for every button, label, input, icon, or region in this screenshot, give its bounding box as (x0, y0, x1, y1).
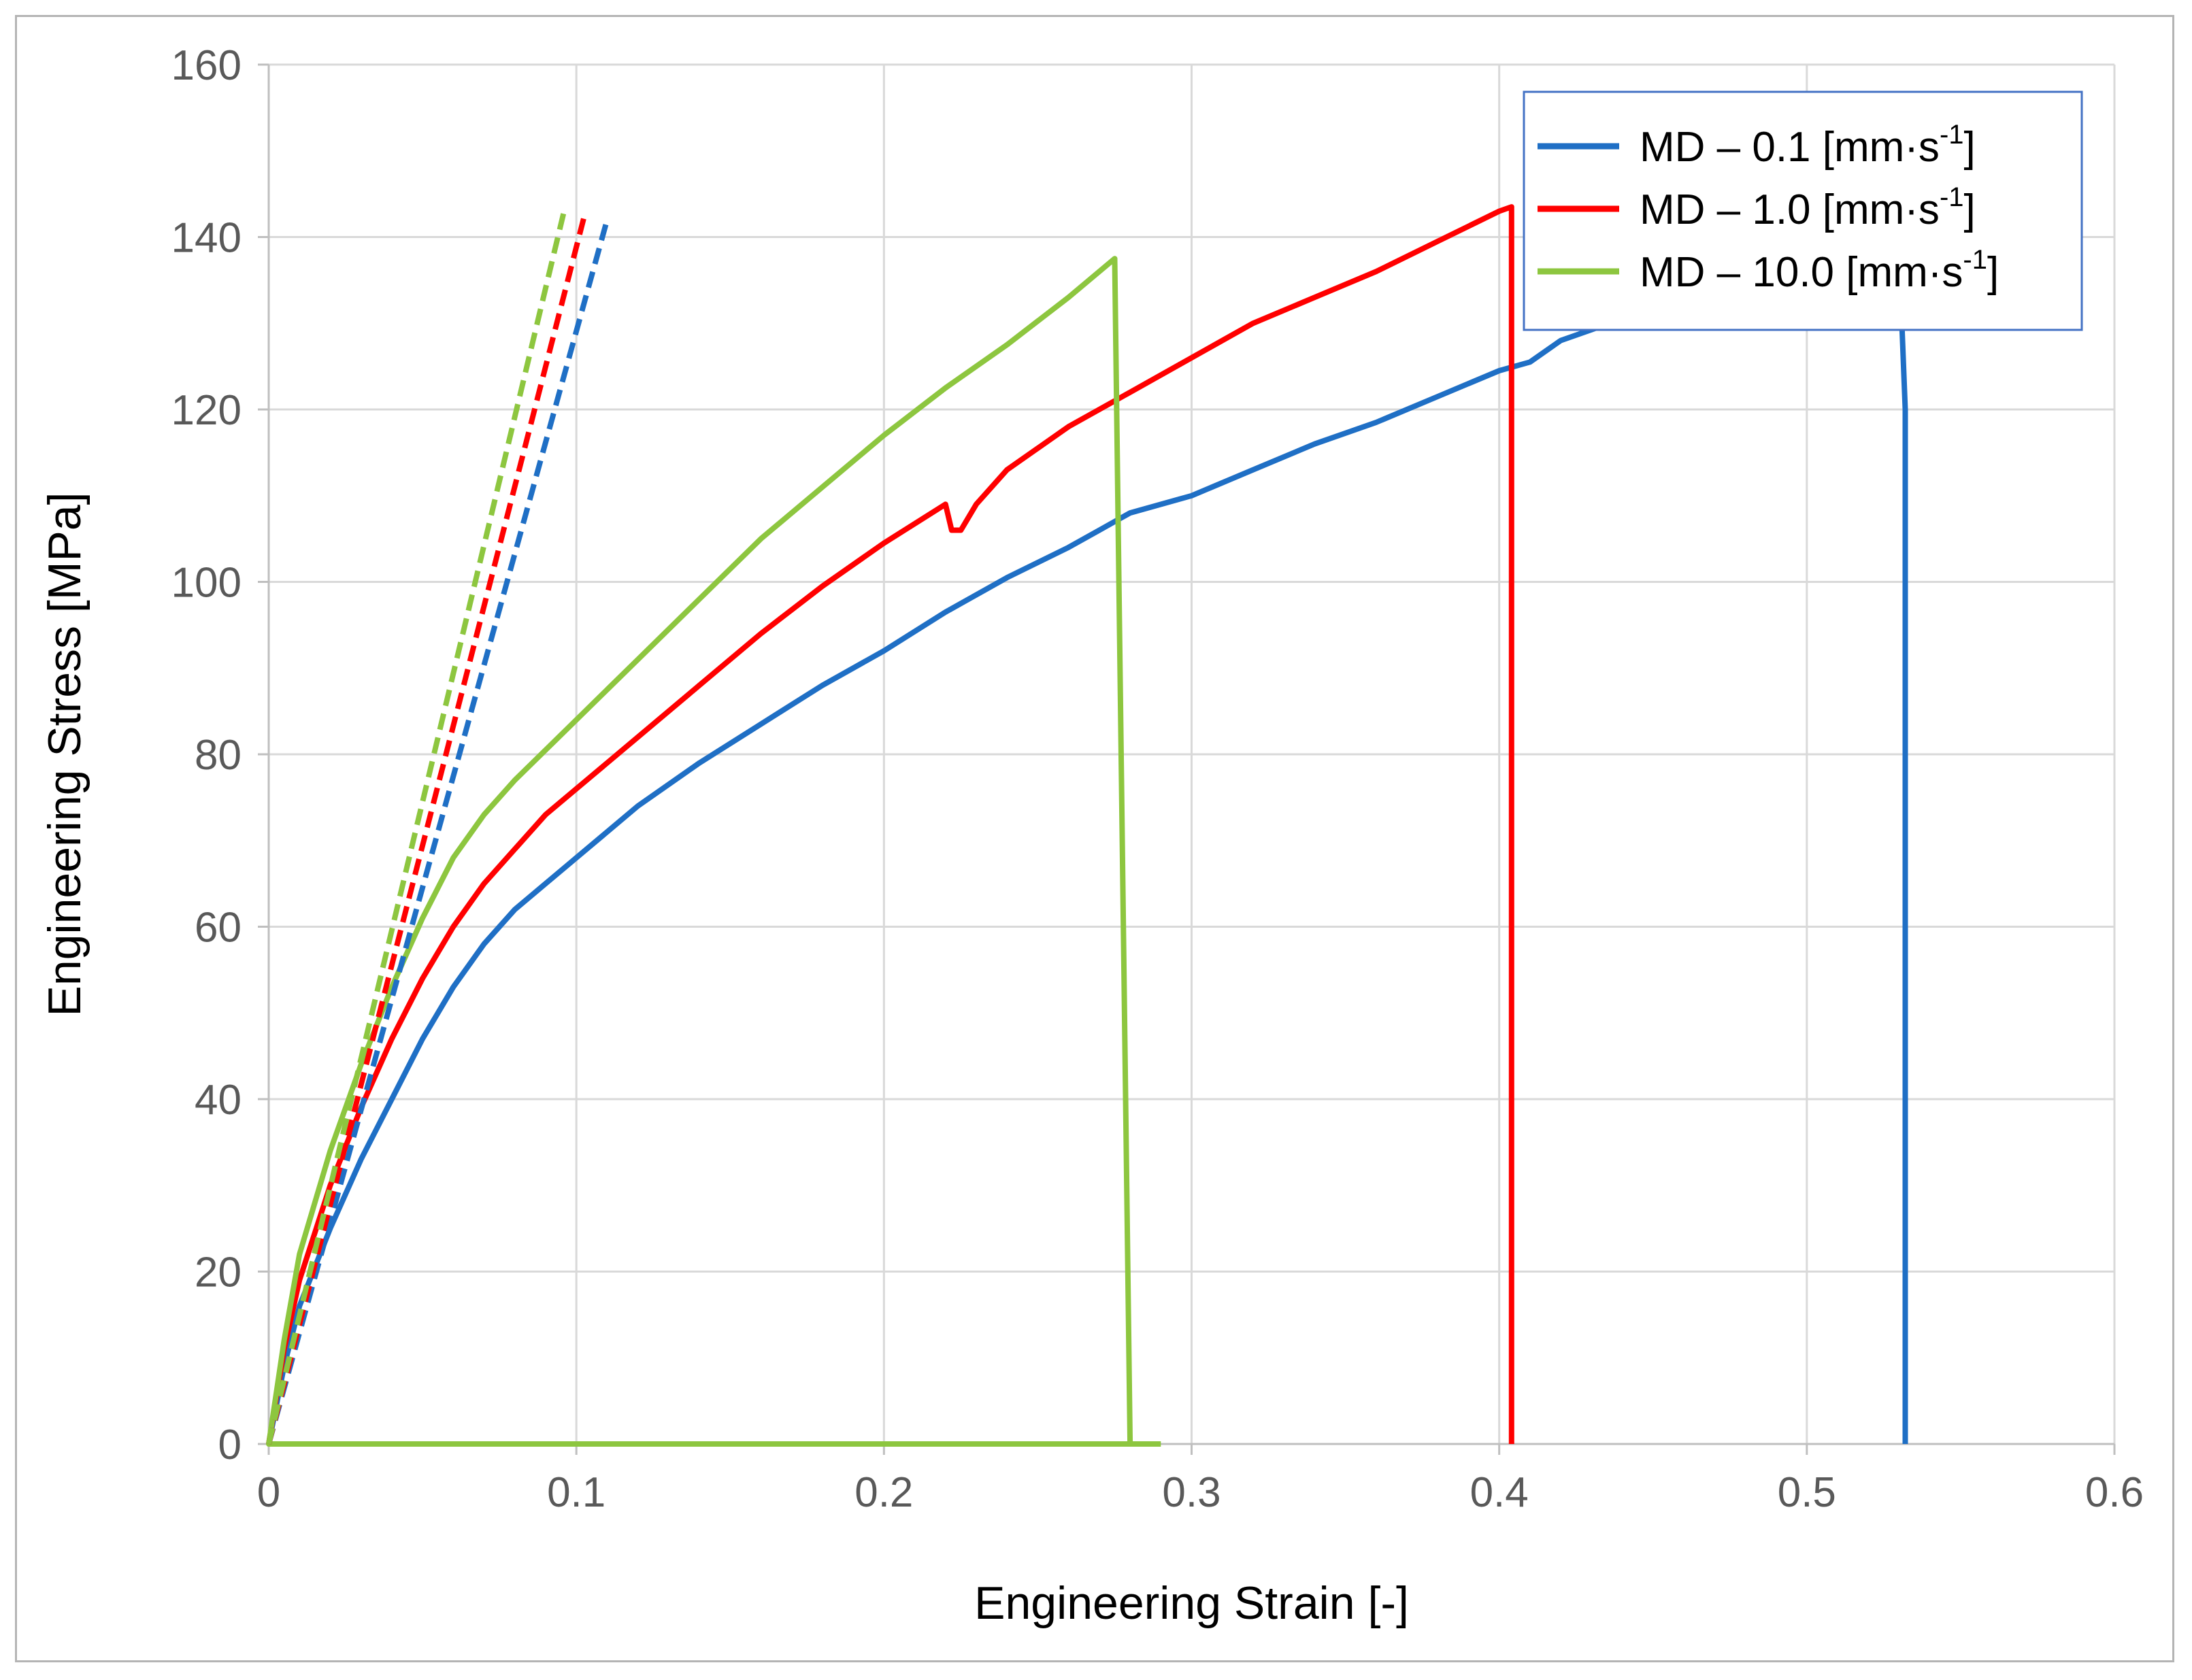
data-series (266, 204, 1908, 1447)
x-tick-label: 0.1 (547, 1469, 605, 1516)
x-tick-label: 0.5 (1778, 1469, 1836, 1516)
legend-label: MD – 0.1 [mm·s-1] (1640, 120, 1976, 171)
series-fit-line (266, 210, 588, 1445)
legend: MD – 0.1 [mm·s-1] MD – 1.0 [mm·s-1] MD – 1… (1523, 90, 2083, 331)
y-tick-label: 0 (218, 1422, 242, 1468)
y-tick-label: 60 (195, 905, 242, 952)
y-tick-label: 40 (195, 1077, 242, 1124)
legend-label: MD – 10.0 [mm·s-1] (1640, 245, 1999, 296)
y-tick-label: 160 (171, 42, 242, 89)
series-fit-line (266, 219, 610, 1445)
y-tick-label: 120 (171, 387, 242, 434)
x-tick-label: 0.3 (1162, 1469, 1220, 1516)
series-line (266, 204, 1514, 1445)
tick-labels: 0 0.1 0.2 0.3 0.4 0.5 0.6 0 20 40 60 80 100 120 140 160 (171, 42, 2144, 1516)
series-fit-line (266, 210, 567, 1445)
y-tick-label: 140 (171, 215, 242, 262)
x-tick-label: 0.4 (1470, 1469, 1529, 1516)
x-tick-label: 0 (257, 1469, 280, 1516)
grid-lines (269, 63, 2116, 1444)
y-tick-label: 100 (171, 560, 242, 607)
x-axis-title: Engineering Strain [-] (974, 1577, 1409, 1629)
y-axis-title: Engineering Stress [MPa] (39, 492, 90, 1016)
series-line (266, 256, 1161, 1447)
y-tick-label: 80 (195, 732, 242, 779)
y-tick-label: 20 (195, 1249, 242, 1296)
x-tick-label: 0.2 (854, 1469, 913, 1516)
legend-label: MD – 1.0 [mm·s-1] (1640, 182, 1976, 233)
x-tick-label: 0.6 (2085, 1469, 2144, 1516)
